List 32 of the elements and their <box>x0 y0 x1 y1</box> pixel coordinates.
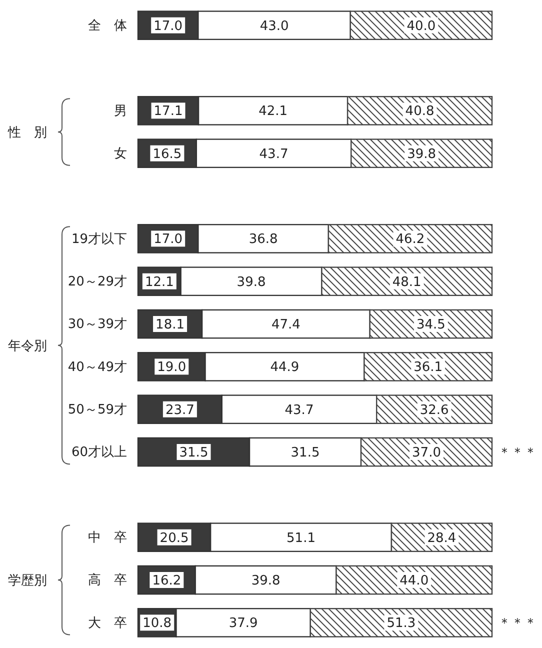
data-label: 39.8 <box>251 574 280 589</box>
y-tick-label: 大 卒 <box>88 616 127 631</box>
data-label: 39.8 <box>236 274 266 290</box>
data-label: 51.1 <box>286 530 316 546</box>
y-tick-label: 中 卒 <box>88 530 127 546</box>
y-tick-label: 全 体 <box>88 18 127 34</box>
data-label: 42.1 <box>258 104 288 120</box>
text: ＊＊＊ <box>498 446 537 461</box>
y-tick-label: 男 <box>114 104 127 119</box>
text: ＊＊＊ <box>498 616 537 632</box>
text: 年令別 <box>8 338 47 354</box>
data-label: 36.8 <box>248 232 278 248</box>
data-label: 47.4 <box>271 318 300 333</box>
y-tick-label: 40～49才 <box>68 360 127 375</box>
data-label: 31.5 <box>290 446 320 461</box>
y-tick-label: 19才以下 <box>71 232 127 247</box>
y-tick-label: 女 <box>114 146 127 162</box>
data-label: 43.7 <box>284 402 314 418</box>
bar <box>321 266 493 296</box>
bar <box>336 565 493 595</box>
y-tick-label: 30～39才 <box>68 317 127 332</box>
y-tick-label: 60才以上 <box>71 445 127 460</box>
text: 性 別 <box>7 126 47 141</box>
data-label: 43.0 <box>260 18 289 34</box>
data-label: 37.9 <box>228 616 258 632</box>
bar <box>310 608 493 638</box>
text: 学歴別 <box>8 574 47 589</box>
data-label: 43.7 <box>259 146 288 162</box>
data-label: 44.9 <box>270 360 300 376</box>
y-tick-label: 50～59才 <box>68 402 127 418</box>
y-tick-label: 20～29才 <box>68 274 127 290</box>
y-tick-label: 高 卒 <box>88 572 127 588</box>
